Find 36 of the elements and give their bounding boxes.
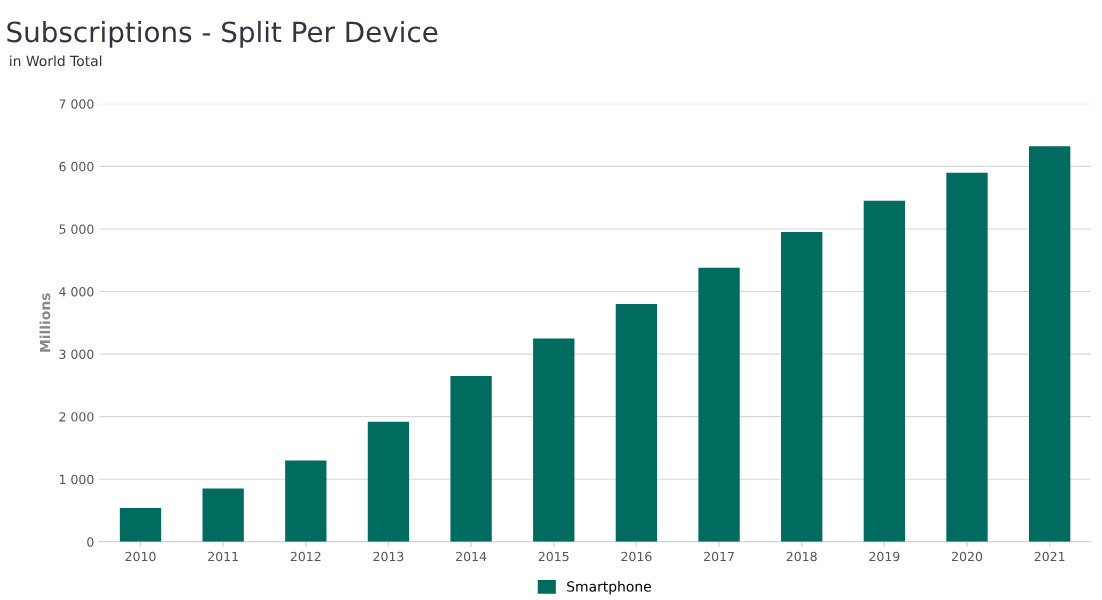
bar <box>946 172 988 542</box>
x-tick-label: 2020 <box>952 551 983 562</box>
y-tick-label: 7 000 <box>59 99 94 109</box>
y-tick-label: 3 000 <box>59 349 94 360</box>
bar <box>202 488 244 542</box>
bar <box>615 304 658 542</box>
bar <box>698 267 740 542</box>
x-tick-label: 2018 <box>786 551 817 562</box>
y-tick-label: 1 000 <box>59 474 94 485</box>
x-tick-label: 2013 <box>373 551 404 562</box>
bar <box>781 232 823 542</box>
y-tick-label: 0 <box>87 537 94 547</box>
x-tick-label: 2010 <box>125 551 156 562</box>
y-tick-label: 5 000 <box>59 224 94 234</box>
bar <box>863 200 906 542</box>
x-tick-label: 2014 <box>456 551 487 562</box>
y-tick-label: 6 000 <box>59 161 94 172</box>
bar <box>450 375 492 542</box>
bar <box>119 508 162 542</box>
x-tick-label: 2015 <box>538 551 569 562</box>
chart-title: Subscriptions - Split Per Device <box>7 20 438 48</box>
y-tick-label: 4 000 <box>59 286 94 297</box>
chart-subtitle: in World Total <box>10 55 102 67</box>
x-tick-label: 2017 <box>704 551 734 562</box>
y-tick-label: 2 000 <box>59 412 94 422</box>
x-tick-label: 2016 <box>621 551 652 562</box>
bar <box>1028 146 1071 542</box>
x-tick-label: 2019 <box>869 551 900 562</box>
bar <box>533 338 575 542</box>
legend-label: Smartphone <box>567 581 651 595</box>
y-axis-title: Millions <box>39 293 51 352</box>
x-tick-label: 2021 <box>1034 551 1065 562</box>
bar <box>285 460 327 542</box>
x-tick-label: 2011 <box>208 551 238 562</box>
bar <box>367 421 410 542</box>
x-tick-label: 2012 <box>290 551 321 562</box>
